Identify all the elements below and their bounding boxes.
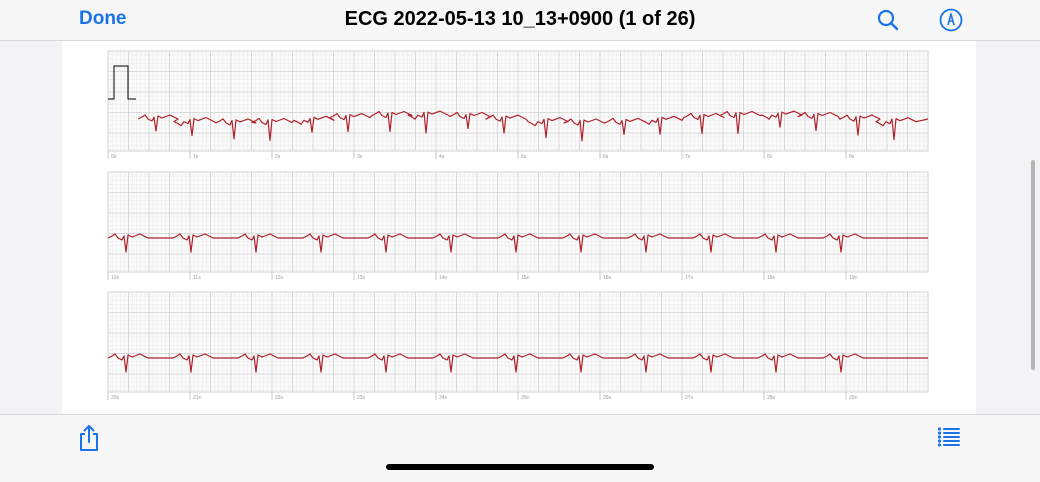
time-label: 21s [193, 395, 202, 401]
time-label: 10s [111, 275, 120, 281]
ecg-strip-2: 20s 21s 22s 23s 24s 25s 26s 27s 28s 29s [107, 291, 929, 401]
ecg-strips: 0s 1s 2s 3s 4s 5s 6s 7s 8s 9s 10s 11s 12s 13s 14s 15s 16… [107, 50, 929, 401]
list-button[interactable] [937, 426, 961, 448]
time-label: 18s [767, 275, 776, 281]
ecg-trace [137, 110, 929, 142]
time-label: 23s [357, 395, 366, 401]
time-label: 11s [193, 275, 201, 281]
time-label: 26s [603, 395, 612, 401]
time-label: 1s [193, 154, 199, 160]
time-label: 19s [849, 275, 858, 281]
time-label: 16s [603, 275, 612, 281]
time-label: 2s [275, 154, 281, 160]
search-icon [877, 9, 899, 31]
markup-pen-icon [939, 8, 963, 32]
time-label: 22s [275, 395, 284, 401]
time-label: 24s [439, 395, 448, 401]
time-label: 20s [111, 395, 120, 401]
ecg-strip-0: 0s 1s 2s 3s 4s 5s 6s 7s 8s 9s [107, 50, 929, 160]
ecg-trace [107, 233, 928, 253]
time-label: 12s [275, 275, 284, 281]
time-label: 5s [521, 154, 527, 160]
time-label: 14s [439, 275, 448, 281]
time-label: 0s [111, 154, 117, 160]
markup-button[interactable] [939, 8, 963, 32]
ecg-strip-1: 10s 11s 12s 13s 14s 15s 16s 17s 18s 19s [107, 171, 929, 281]
time-label: 7s [685, 154, 691, 160]
calibration-pulse [108, 65, 136, 100]
time-label: 9s [849, 154, 855, 160]
vertical-scrollbar[interactable] [1031, 160, 1035, 370]
pdf-page[interactable]: 0s 1s 2s 3s 4s 5s 6s 7s 8s 9s 10s 11s 12s 13s 14s 15s 16… [62, 41, 976, 414]
time-label: 4s [439, 154, 445, 160]
time-label: 3s [357, 154, 363, 160]
time-label: 28s [767, 395, 776, 401]
time-label: 29s [849, 395, 858, 401]
time-label: 15s [521, 275, 530, 281]
time-label: 25s [521, 395, 530, 401]
home-indicator [386, 464, 654, 470]
ecg-trace [107, 353, 928, 373]
navigation-bar: Done ECG 2022-05-13 10_13+0900 (1 of 26) [0, 0, 1040, 41]
list-icon [937, 427, 960, 447]
share-icon [80, 425, 98, 451]
share-button[interactable] [78, 424, 100, 452]
time-label: 6s [603, 154, 609, 160]
time-label: 27s [685, 395, 694, 401]
search-button[interactable] [876, 8, 900, 32]
document-title: ECG 2022-05-13 10_13+0900 (1 of 26) [344, 8, 696, 30]
done-button[interactable]: Done [79, 8, 127, 29]
time-label: 13s [357, 275, 366, 281]
bottom-toolbar [0, 414, 1040, 482]
time-label: 17s [685, 275, 694, 281]
time-label: 8s [767, 154, 773, 160]
